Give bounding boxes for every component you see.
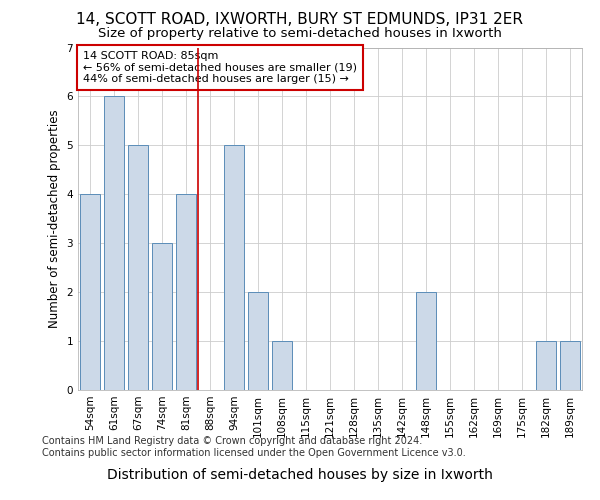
Bar — [248, 292, 268, 390]
Bar — [152, 243, 172, 390]
Bar — [272, 341, 292, 390]
Text: Contains HM Land Registry data © Crown copyright and database right 2024.
Contai: Contains HM Land Registry data © Crown c… — [42, 436, 466, 458]
Text: Size of property relative to semi-detached houses in Ixworth: Size of property relative to semi-detach… — [98, 28, 502, 40]
Bar — [104, 96, 124, 390]
Bar — [416, 292, 436, 390]
Bar — [80, 194, 100, 390]
Y-axis label: Number of semi-detached properties: Number of semi-detached properties — [48, 110, 61, 328]
Bar — [536, 341, 556, 390]
Text: Distribution of semi-detached houses by size in Ixworth: Distribution of semi-detached houses by … — [107, 468, 493, 482]
Bar — [224, 146, 244, 390]
Bar — [128, 146, 148, 390]
Bar — [560, 341, 580, 390]
Text: 14 SCOTT ROAD: 85sqm
← 56% of semi-detached houses are smaller (19)
44% of semi-: 14 SCOTT ROAD: 85sqm ← 56% of semi-detac… — [83, 51, 357, 84]
Bar — [176, 194, 196, 390]
Text: 14, SCOTT ROAD, IXWORTH, BURY ST EDMUNDS, IP31 2ER: 14, SCOTT ROAD, IXWORTH, BURY ST EDMUNDS… — [77, 12, 523, 28]
